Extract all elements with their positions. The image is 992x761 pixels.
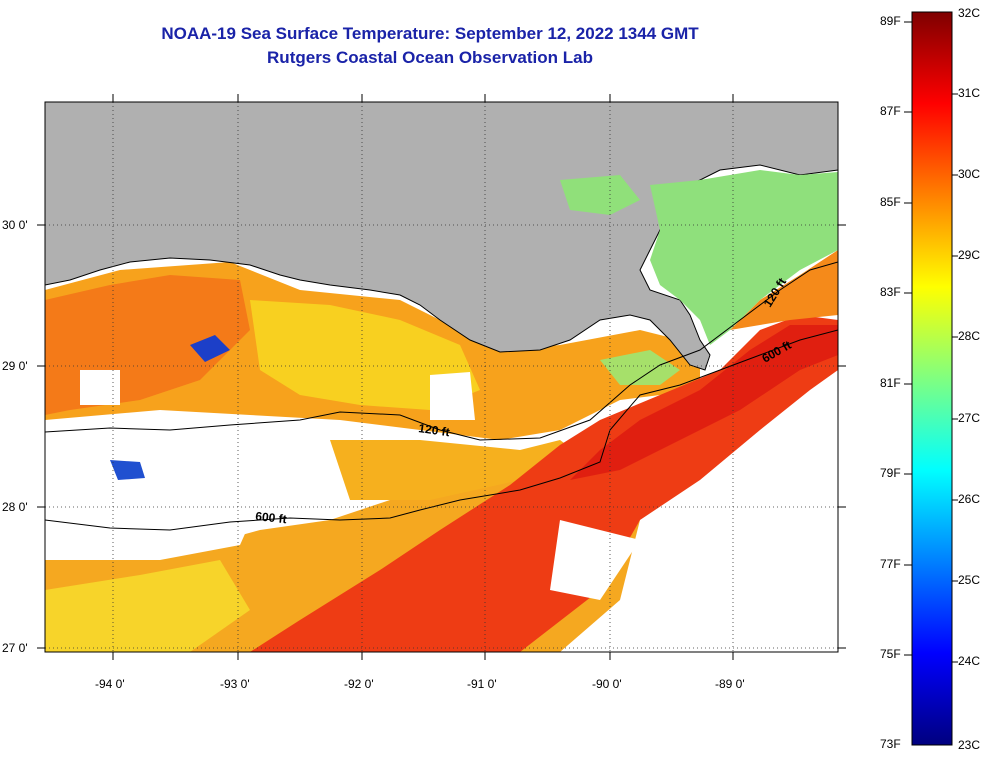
map-title: NOAA-19 Sea Surface Temperature: Septemb…	[161, 24, 699, 43]
colorbar-f-label: 73F	[880, 737, 901, 751]
sst-field-yellow-south	[45, 560, 250, 652]
axis-ticks	[37, 94, 846, 660]
colorbar-c-label: 29C	[958, 248, 981, 262]
map-plot-area	[45, 102, 838, 652]
colorbar-f-label: 79F	[880, 466, 901, 480]
colorbar-ticks	[904, 21, 958, 663]
map-subtitle: Rutgers Coastal Ocean Observation Lab	[267, 48, 593, 67]
colorbar-f-label: 87F	[880, 104, 901, 118]
lon-label: -91 0'	[467, 677, 497, 691]
colorbar-c-label: 30C	[958, 167, 981, 181]
lat-lon-grid	[45, 102, 838, 652]
colorbar	[911, 11, 953, 746]
colorbar-f-label: 89F	[880, 14, 901, 28]
cool-patch-west	[190, 335, 230, 362]
cloud-patch-1	[80, 370, 120, 405]
contour-label-600ft-mid: 600 ft	[255, 509, 288, 526]
lat-label: 30 0'	[2, 218, 28, 232]
lat-label: 28 0'	[2, 500, 28, 514]
contour-600ft	[45, 329, 838, 531]
lat-label: 29 0'	[2, 359, 28, 373]
green-patch-nearshore	[600, 350, 680, 385]
cloud-patch-4	[550, 520, 640, 600]
lon-label: -89 0'	[715, 677, 745, 691]
sst-field-mid-band	[330, 440, 600, 500]
colorbar-c-label: 32C	[958, 6, 981, 20]
colorbar-c-label: 26C	[958, 492, 981, 506]
cloud-patch-2	[240, 440, 320, 510]
colorbar-c-label: 31C	[958, 86, 981, 100]
map-frame	[44, 101, 839, 653]
colorbar-c-label: 25C	[958, 573, 981, 587]
colorbar-c-label: 23C	[958, 738, 981, 752]
sst-field-yellow-mid	[250, 300, 480, 410]
contour-120ft	[45, 261, 838, 441]
lon-label: -92 0'	[344, 677, 374, 691]
colorbar-c-label: 24C	[958, 654, 981, 668]
lat-label: 27 0'	[2, 641, 28, 655]
colorbar-c-label: 28C	[958, 329, 981, 343]
lon-label: -94 0'	[95, 677, 125, 691]
cool-patch-mid	[110, 460, 145, 480]
wetland-patch-west	[560, 175, 640, 215]
colorbar-f-label: 83F	[880, 285, 901, 299]
colorbar-f-label: 81F	[880, 376, 901, 390]
contour-label-120ft-mid: 120 ft	[418, 421, 451, 439]
wetland-delta	[650, 170, 838, 345]
lon-label: -93 0'	[220, 677, 250, 691]
colorbar-f-label: 75F	[880, 647, 901, 661]
cloud-patch-6	[45, 500, 260, 560]
colorbar-c-label: 27C	[958, 411, 981, 425]
lon-label: -90 0'	[592, 677, 622, 691]
colorbar-f-label: 77F	[880, 557, 901, 571]
cloud-patch-3	[430, 372, 475, 420]
cloud-patch-5	[600, 470, 838, 652]
colorbar-f-label: 85F	[880, 195, 901, 209]
sst-hot-core	[570, 325, 838, 480]
